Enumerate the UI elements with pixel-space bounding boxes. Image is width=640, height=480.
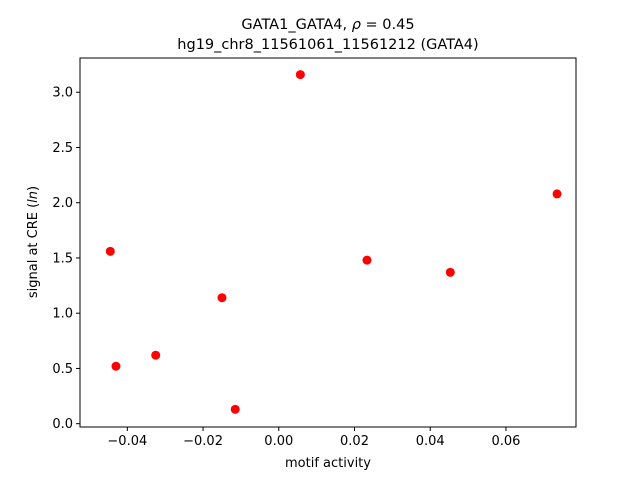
data-point — [151, 350, 161, 360]
data-point — [217, 293, 227, 303]
chart-title: GATA1_GATA4, ρ = 0.45 hg19_chr8_11561061… — [177, 17, 478, 53]
data-point — [105, 246, 115, 256]
x-tick-label: 0.00 — [264, 434, 293, 449]
data-point — [111, 361, 121, 371]
x-tick-label: 0.06 — [491, 434, 520, 449]
y-tick-label: 1.0 — [52, 307, 73, 322]
x-axis-label: motif activity — [285, 456, 371, 471]
plot-frame — [79, 57, 577, 428]
y-tick-label: 0.5 — [52, 362, 73, 377]
x-tick-label: 0.02 — [340, 434, 369, 449]
chart-title-line-2: hg19_chr8_11561061_11561212 (GATA4) — [177, 37, 478, 53]
y-axis-ticks: 0.0 0.5 1.0 1.5 2.0 2.5 3.0 — [52, 86, 80, 432]
data-points — [105, 70, 562, 414]
x-tick-label: −0.04 — [107, 434, 147, 449]
plot-area — [79, 57, 577, 428]
y-tick-label: 2.5 — [52, 141, 73, 156]
data-point — [230, 404, 240, 414]
y-axis-label: signal at CRE (ln) — [26, 186, 41, 298]
data-point — [552, 189, 562, 199]
x-tick-label: 0.04 — [416, 434, 445, 449]
x-tick-label: −0.02 — [183, 434, 223, 449]
data-point — [295, 70, 305, 80]
y-tick-label: 3.0 — [52, 86, 73, 101]
y-tick-label: 0.0 — [52, 417, 73, 432]
data-point — [445, 267, 455, 277]
x-axis-ticks: −0.04 −0.02 0.00 0.02 0.04 0.06 — [107, 427, 520, 449]
y-tick-label: 2.0 — [52, 196, 73, 211]
y-tick-label: 1.5 — [52, 251, 73, 266]
chart-title-line-1: GATA1_GATA4, ρ = 0.45 — [241, 17, 414, 33]
data-point — [362, 255, 372, 265]
